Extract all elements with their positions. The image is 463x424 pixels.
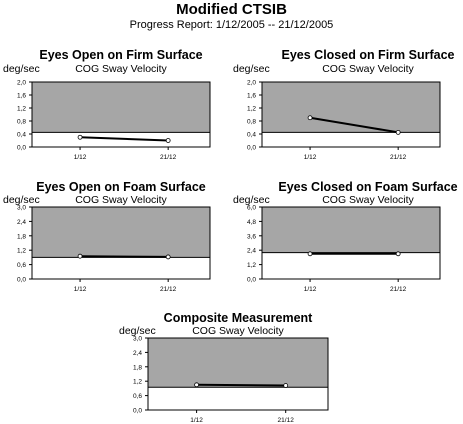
y-tick-label: 0,0: [247, 277, 256, 284]
data-point: [77, 253, 83, 259]
y-tick-label: 2,4: [247, 248, 256, 255]
x-tick-label: 1/12: [304, 154, 317, 161]
plot-frame: [147, 337, 329, 411]
plot-frame: [31, 81, 211, 148]
y-tick-label: 1,2: [247, 106, 256, 113]
plot-frame: [261, 81, 441, 148]
shaded-region: [32, 82, 210, 133]
y-axis-label: deg/sec: [233, 194, 270, 206]
chart-subtitle: COG Sway Velocity: [322, 63, 414, 75]
y-tick-label: 4,8: [247, 219, 256, 226]
chart-subtitle: COG Sway Velocity: [322, 194, 414, 206]
y-axis-label: deg/sec: [3, 194, 40, 206]
series-line: [309, 116, 399, 134]
y-tick-label: 0,4: [17, 132, 26, 139]
series-line: [80, 255, 169, 258]
y-tick-label: 2,0: [17, 80, 26, 87]
y-tick-label: 0,6: [17, 262, 26, 269]
x-tick-label: 21/12: [160, 154, 177, 161]
data-point: [194, 382, 200, 388]
x-tick-label: 21/12: [160, 286, 177, 293]
y-tick-label: 1,6: [17, 93, 26, 100]
y-tick-label: 6,0: [247, 205, 256, 212]
y-axis-label: deg/sec: [3, 63, 40, 75]
x-tick-label: 21/12: [278, 417, 295, 424]
y-tick-label: 1,8: [17, 233, 26, 240]
y-tick-label: 1,6: [247, 93, 256, 100]
y-tick-label: 2,4: [17, 219, 26, 226]
report-title: Modified CTSIB: [176, 1, 287, 18]
y-tick-label: 3,0: [133, 336, 142, 343]
x-tick-label: 21/12: [390, 154, 407, 161]
chart-subtitle: COG Sway Velocity: [75, 194, 167, 206]
y-tick-label: 0,6: [133, 393, 142, 400]
series-line: [196, 383, 286, 387]
data-point: [77, 134, 83, 140]
chart-title: Composite Measurement: [164, 311, 313, 325]
plot-frame: [261, 206, 441, 280]
series-line: [80, 136, 169, 142]
chart-title: Eyes Open on Foam Surface: [36, 180, 206, 194]
x-tick-label: 1/12: [74, 154, 87, 161]
y-tick-label: 1,2: [133, 379, 142, 386]
y-axis-label: deg/sec: [119, 325, 156, 337]
shaded-region: [262, 207, 440, 253]
data-point: [395, 251, 401, 257]
chart-subtitle: COG Sway Velocity: [192, 325, 284, 337]
x-tick-label: 1/12: [304, 286, 317, 293]
y-tick-label: 1,2: [17, 106, 26, 113]
chart-title: Eyes Closed on Firm Surface: [282, 48, 455, 62]
data-point: [307, 251, 313, 257]
y-tick-label: 0,8: [17, 119, 26, 126]
y-tick-label: 1,8: [133, 364, 142, 371]
x-tick-label: 21/12: [390, 286, 407, 293]
plot-frame: [31, 206, 211, 280]
x-tick-label: 1/12: [74, 286, 87, 293]
chart-subtitle: COG Sway Velocity: [75, 63, 167, 75]
shaded-region: [148, 338, 328, 388]
y-tick-label: 0,4: [247, 132, 256, 139]
x-tick-label: 1/12: [190, 417, 203, 424]
y-tick-label: 1,2: [247, 262, 256, 269]
data-point: [165, 138, 171, 143]
shaded-region: [32, 207, 210, 258]
y-axis-label: deg/sec: [233, 63, 270, 75]
y-tick-label: 1,2: [17, 248, 26, 255]
data-point: [165, 254, 171, 260]
chart-title: Eyes Open on Firm Surface: [39, 48, 202, 62]
y-tick-label: 0,0: [247, 145, 256, 152]
y-tick-label: 3,0: [17, 205, 26, 212]
data-point: [283, 383, 289, 388]
report-subtitle: Progress Report: 1/12/2005 -- 21/12/2005: [129, 19, 334, 31]
y-tick-label: 2,0: [247, 80, 256, 87]
y-tick-label: 3,6: [247, 233, 256, 240]
y-tick-label: 0,0: [17, 145, 26, 152]
y-tick-label: 0,0: [17, 277, 26, 284]
chart-title: Eyes Closed on Foam Surface: [278, 180, 457, 194]
y-tick-label: 0,0: [133, 408, 142, 415]
data-point: [395, 129, 401, 135]
data-point: [307, 115, 313, 121]
y-tick-label: 0,8: [247, 119, 256, 126]
y-tick-label: 2,4: [133, 350, 142, 357]
